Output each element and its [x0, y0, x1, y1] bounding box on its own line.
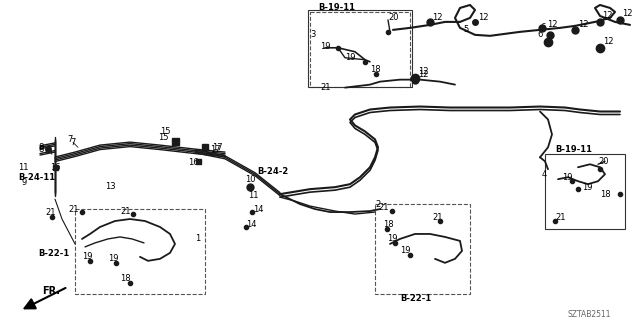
Text: 6: 6 — [540, 23, 545, 32]
Text: 21: 21 — [120, 206, 131, 216]
Text: 19: 19 — [562, 173, 573, 182]
Text: 12: 12 — [603, 37, 614, 46]
Bar — [308, 10, 412, 87]
Text: 18: 18 — [600, 190, 611, 199]
Text: 19: 19 — [400, 246, 410, 255]
Text: B-19-11: B-19-11 — [555, 145, 592, 154]
Bar — [195, 159, 200, 164]
Bar — [310, 12, 410, 87]
Text: 15: 15 — [160, 127, 170, 136]
Text: 21: 21 — [45, 208, 56, 217]
Text: 18: 18 — [383, 220, 394, 228]
Text: B-24-2: B-24-2 — [257, 167, 288, 176]
Bar — [75, 209, 205, 294]
Bar — [375, 204, 470, 294]
Text: 21: 21 — [432, 212, 442, 221]
Text: 8: 8 — [38, 145, 44, 154]
Text: 16: 16 — [50, 163, 61, 172]
Text: 2: 2 — [375, 200, 380, 209]
Text: 6: 6 — [537, 30, 542, 39]
Text: 12: 12 — [478, 13, 488, 22]
Text: 21: 21 — [378, 203, 388, 212]
Text: B-19-11: B-19-11 — [318, 4, 355, 12]
Text: 7: 7 — [70, 138, 76, 147]
Text: 19: 19 — [387, 235, 397, 244]
Text: 12: 12 — [602, 12, 612, 20]
Text: 17: 17 — [210, 145, 221, 154]
Text: 5: 5 — [463, 25, 468, 34]
Text: 10: 10 — [245, 175, 255, 184]
Text: 12: 12 — [418, 70, 429, 79]
Text: SZTAB2511: SZTAB2511 — [568, 310, 611, 319]
Bar — [202, 144, 208, 150]
Bar — [545, 154, 625, 229]
Text: 12: 12 — [432, 13, 442, 22]
Bar — [172, 138, 179, 145]
Text: 14: 14 — [246, 220, 257, 228]
Text: 19: 19 — [82, 252, 93, 261]
Text: 14: 14 — [253, 204, 264, 213]
Text: 11: 11 — [248, 191, 259, 200]
Text: 12: 12 — [418, 67, 429, 76]
Text: 19: 19 — [582, 183, 593, 192]
Text: 7: 7 — [67, 135, 72, 144]
Text: 18: 18 — [370, 65, 381, 74]
Text: 18: 18 — [120, 274, 131, 283]
Text: 21: 21 — [555, 212, 566, 221]
Text: 4: 4 — [542, 170, 547, 179]
Text: 11: 11 — [18, 163, 29, 172]
Text: 21: 21 — [68, 204, 79, 213]
Text: 20: 20 — [388, 13, 399, 22]
Text: 12: 12 — [547, 20, 557, 29]
Text: 12: 12 — [578, 20, 589, 29]
Text: 3: 3 — [310, 30, 316, 39]
Text: B-24-11: B-24-11 — [18, 173, 55, 182]
Text: 1: 1 — [195, 235, 200, 244]
Text: B-22-1: B-22-1 — [400, 294, 431, 303]
Bar — [52, 165, 58, 170]
Text: 9: 9 — [22, 178, 28, 187]
Text: 19: 19 — [345, 53, 355, 62]
Text: 13: 13 — [105, 182, 116, 191]
Text: 21: 21 — [320, 83, 330, 92]
Text: 17: 17 — [212, 143, 223, 152]
Text: 16: 16 — [188, 158, 198, 167]
Text: 20: 20 — [598, 157, 609, 166]
Text: 19: 19 — [320, 42, 330, 51]
Text: FR.: FR. — [42, 286, 60, 296]
Text: B-22-1: B-22-1 — [38, 249, 69, 258]
Text: 8: 8 — [38, 143, 44, 152]
Text: 19: 19 — [108, 254, 118, 263]
Text: 15: 15 — [158, 133, 168, 142]
Text: 12: 12 — [622, 9, 632, 19]
